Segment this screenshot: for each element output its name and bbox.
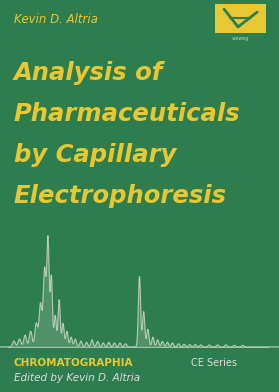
Text: vieweg: vieweg (232, 36, 249, 42)
Text: Electrophoresis: Electrophoresis (14, 184, 227, 208)
Text: CHROMATOGRAPHIA: CHROMATOGRAPHIA (14, 358, 133, 368)
Text: by Capillary: by Capillary (14, 143, 176, 167)
Text: Pharmaceuticals: Pharmaceuticals (14, 102, 240, 126)
Text: CE Series: CE Series (191, 358, 237, 368)
Text: Edited by Kevin D. Altria: Edited by Kevin D. Altria (14, 373, 140, 383)
Bar (215, 4, 266, 33)
Text: Analysis of: Analysis of (14, 61, 163, 85)
Text: Kevin D. Altria: Kevin D. Altria (14, 13, 98, 25)
